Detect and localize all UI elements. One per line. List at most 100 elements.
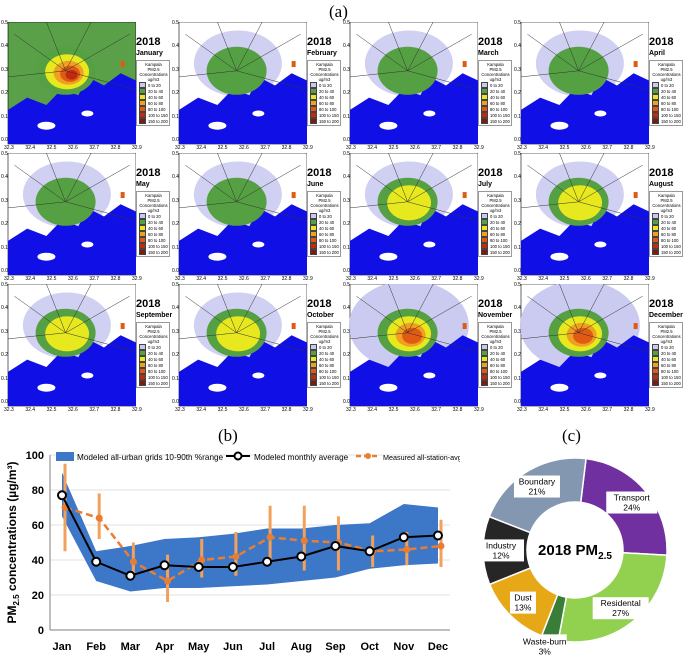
legend-item: 60 to 80 — [310, 231, 339, 237]
map-month-label: August — [649, 181, 674, 188]
legend-item-label: 150 to 200 — [490, 380, 510, 386]
legend-title-line: Kampala — [316, 324, 333, 329]
map-road — [178, 332, 237, 340]
map-y-tick: 0.0 — [172, 399, 179, 406]
x-tick-label: Aug — [291, 641, 312, 653]
legend-item: 20 to 40 — [481, 350, 510, 356]
map-island — [379, 121, 398, 130]
map-y-tick: 0.1 — [343, 113, 350, 120]
map-hotspot — [291, 192, 296, 199]
map-y-tick: 0.0 — [343, 399, 350, 406]
slice-label-residental: Residental 27% — [601, 598, 641, 618]
legend-item-label: 100 to 150 — [661, 112, 681, 118]
legend-title-line: Concentrations — [652, 203, 681, 208]
legend-swatch — [481, 350, 488, 356]
legend-swatch — [310, 82, 317, 88]
map-month-label: September — [136, 312, 173, 319]
map-year-label: 2018 — [307, 167, 332, 179]
slice-percent: 24% — [623, 503, 640, 513]
map-y-tick: 0.4 — [343, 174, 350, 181]
map-hotspot — [120, 61, 125, 68]
legend-item: 100 to 150 — [310, 374, 339, 380]
modeled-point — [227, 562, 238, 572]
legend-title-line: PM2.5 — [147, 198, 160, 203]
legend-item-label: 0 to 20 — [319, 82, 332, 88]
legend-swatch — [310, 219, 317, 225]
map-legend: Kampala PM2.5 Concentrations ug/m3 0 to 20 20… — [136, 60, 170, 126]
legend-swatch — [310, 213, 317, 219]
map-island — [594, 110, 607, 117]
legend-swatch — [139, 356, 146, 362]
modeled-range-band — [62, 472, 438, 592]
legend-item: 40 to 60 — [139, 94, 168, 100]
legend-title-line: PM2.5 — [147, 67, 160, 72]
map-month-label: July — [478, 181, 493, 188]
map-pm-contour — [45, 316, 90, 352]
map-island — [81, 241, 94, 248]
map-x-tick: 32.4 — [196, 145, 207, 151]
legend-item-label: 0 to 20 — [490, 213, 503, 219]
legend-title-line: ug/m3 — [489, 77, 502, 82]
map-x-tick: 32.3 — [4, 145, 14, 151]
slice-label-boundary: Boundary 21% — [519, 477, 556, 497]
map-y-tick: 0.0 — [172, 137, 179, 144]
map-svg — [178, 22, 307, 145]
slice-name: Residental — [601, 598, 641, 608]
slice-percent: 13% — [514, 603, 531, 613]
legend-item: 20 to 40 — [139, 88, 168, 94]
legend-swatch — [652, 356, 659, 362]
legend-swatch — [310, 88, 317, 94]
legend-item-label: 20 to 40 — [661, 219, 677, 225]
map-island — [379, 252, 398, 261]
legend-swatch — [139, 380, 146, 386]
legend-item-label: 60 to 80 — [319, 100, 335, 106]
legend-swatch — [139, 106, 146, 112]
legend-swatch — [652, 362, 659, 368]
legend-title-line: ug/m3 — [489, 208, 502, 213]
map-road — [236, 164, 301, 203]
map-y-tick: 0.2 — [343, 221, 350, 228]
legend-title-line: Kampala — [658, 324, 675, 329]
map-y-tick: 0.4 — [172, 174, 179, 181]
legend-item: 40 to 60 — [481, 225, 510, 231]
map-panel-january: 0.5 0.4 0.3 0.2 0.1 0.0 32.3 32.4 32.5 32.6 32.7 32… — [1, 20, 173, 151]
legend-item: 40 to 60 — [652, 94, 681, 100]
legend-item-label: 60 to 80 — [661, 231, 677, 237]
legend-title-line: PM2.5 — [660, 329, 673, 334]
map-x-tick: 32.8 — [623, 276, 634, 282]
legend-item: 0 to 20 — [139, 344, 168, 350]
map-y-tick: 0.2 — [1, 352, 8, 359]
legend-title-line: Kampala — [487, 324, 504, 329]
map-month-label: June — [307, 181, 324, 188]
legend-item-label: 100 to 150 — [319, 374, 339, 380]
slice-percent: 12% — [492, 550, 509, 560]
map-y-tick: 0.1 — [1, 244, 8, 251]
map-road — [349, 201, 408, 209]
legend-item: 80 to 100 — [139, 106, 168, 112]
legend-item-label: 0 to 20 — [148, 213, 161, 219]
legend-item-label: 150 to 200 — [319, 249, 339, 255]
legend-swatch — [652, 112, 659, 118]
measured-point — [232, 553, 240, 560]
map-legend: Kampala PM2.5 Concentrations ug/m3 0 to 20 20… — [649, 191, 683, 257]
legend-title-line: ug/m3 — [318, 208, 331, 213]
map-x-tick: 32.6 — [239, 407, 249, 413]
map-x-tick: 32.7 — [260, 145, 271, 151]
panel-label-a: (a) — [329, 2, 348, 21]
map-svg — [520, 22, 649, 145]
legend-item-label: 150 to 200 — [319, 118, 339, 124]
slice-label-transport: Transport 24% — [614, 493, 651, 513]
map-year-label: 2018 — [478, 36, 503, 48]
map-svg — [7, 153, 136, 276]
legend-swatch — [310, 249, 317, 255]
map-y-tick: 0.5 — [343, 282, 350, 288]
measured-point — [164, 577, 172, 585]
map-road — [217, 284, 237, 333]
map-month-label: December — [649, 312, 683, 319]
slice-name: Transport — [614, 493, 651, 503]
legend-swatch — [652, 374, 659, 380]
map-island — [81, 110, 94, 117]
legend-title-line: PM2.5 — [318, 329, 331, 334]
map-hotspot — [120, 192, 125, 199]
legend-item-label: 40 to 60 — [148, 356, 164, 362]
